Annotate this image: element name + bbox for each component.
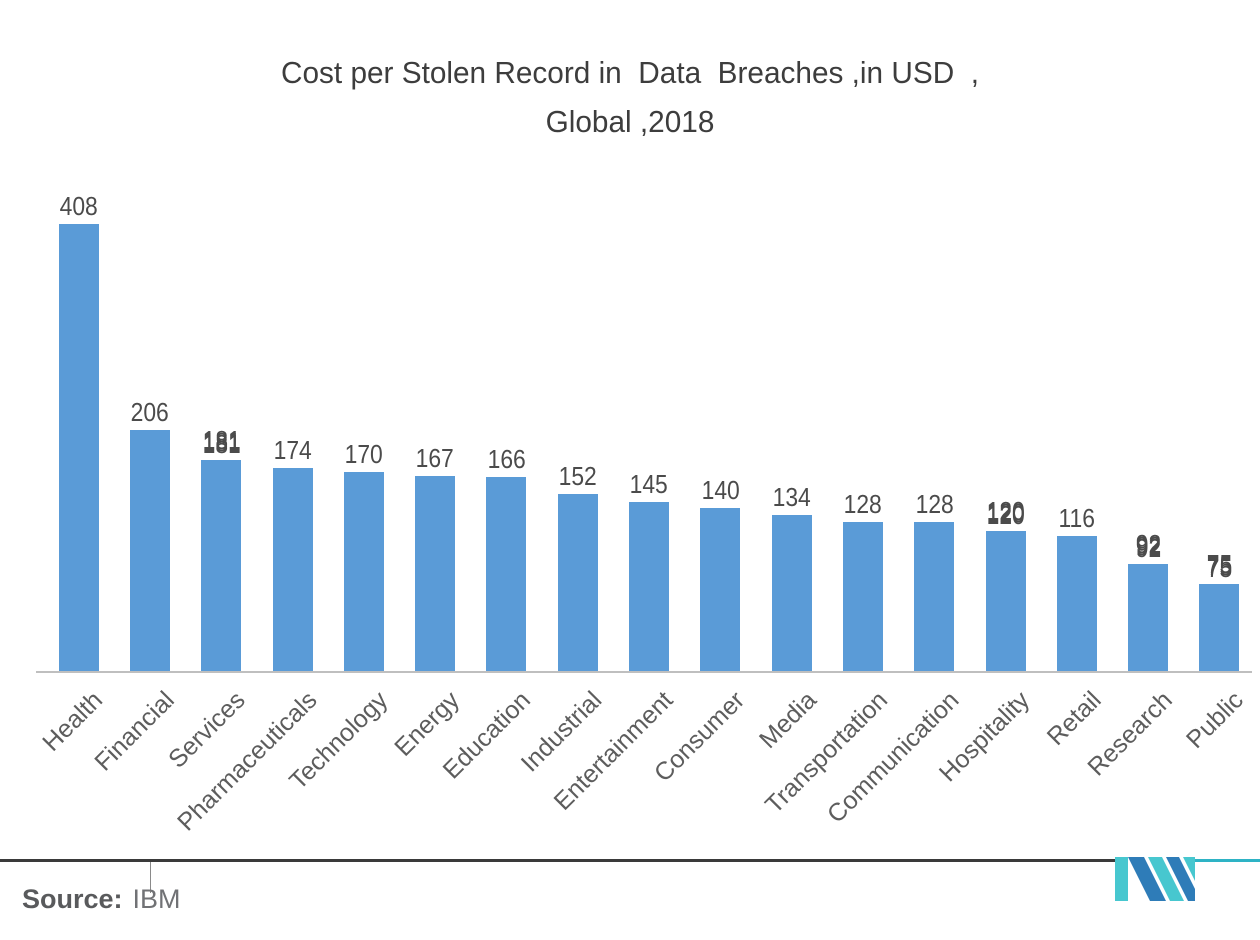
bar: [1199, 584, 1240, 672]
bar-value-label: 145: [629, 469, 669, 499]
bar-column: 140 Consumer: [649, 192, 756, 787]
category-label: Transportation: [759, 686, 893, 820]
bar-value-label: 206: [130, 397, 170, 427]
bar: [700, 508, 741, 672]
bar: [842, 522, 883, 672]
bar-column: 166 Education: [438, 192, 542, 784]
bar-value-label: 170: [344, 439, 383, 469]
bar: [985, 531, 1026, 672]
bar-column: 145 Entertainment: [549, 192, 684, 816]
source-label: Source:: [22, 884, 123, 914]
bar: [415, 476, 456, 672]
bar-value-label: 166: [487, 444, 526, 474]
bar-value-label: 181: [202, 427, 241, 457]
bar-value-label: 116: [1058, 503, 1096, 533]
bar-value-label: 140: [701, 475, 740, 505]
bar-chart-plot-area: 408 Health 206 Financial 181 Services 174 Pharm…: [38, 191, 1255, 836]
bar-value-label: 92: [1135, 531, 1161, 561]
bar: [771, 515, 812, 672]
bar-column: 120 Hospitality: [934, 192, 1041, 787]
bar: [129, 430, 170, 672]
bar-column: 167 Energy: [389, 192, 470, 762]
chart-title-line-2: Global ,2018: [545, 104, 715, 139]
bar-column: 134 Media: [753, 192, 827, 754]
bar-value-label: 134: [772, 482, 811, 512]
bar-column: 174 Pharmaceuticals: [172, 192, 328, 836]
bar-column: 181 Services: [163, 192, 257, 774]
bar: [486, 477, 527, 672]
bar-column: 206 Financial: [89, 192, 185, 777]
x-axis-line: [36, 671, 1252, 673]
bar: [1056, 536, 1097, 672]
bar-value-label: 408: [59, 191, 98, 221]
bar-column: 75 Public: [1181, 192, 1255, 754]
bar: [343, 472, 384, 672]
bar-column: 152 Industrial: [516, 192, 613, 778]
bar: [272, 468, 313, 672]
bar-column: 116 Retail: [1041, 192, 1112, 751]
footer-separator-teal: [1193, 859, 1260, 862]
bar-column: 128 Communication: [821, 192, 970, 829]
bar-value-label: 128: [915, 489, 954, 519]
category-label: Retail: [1041, 686, 1107, 751]
bar: [201, 460, 242, 672]
bar-value-label: 128: [843, 489, 883, 519]
bar-column: 92 Research: [1082, 192, 1183, 781]
bar-column: 128 Transportation: [760, 192, 898, 819]
bar-value-label: 75: [1206, 551, 1233, 581]
mordor-intelligence-logo-icon: [1115, 857, 1195, 901]
category-label: Public: [1181, 686, 1250, 754]
bar: [58, 224, 99, 672]
bar-value-label: 152: [558, 461, 597, 491]
axis-tick: [150, 860, 151, 893]
source-value: IBM: [132, 884, 181, 914]
footer-separator-dark: [0, 859, 1117, 862]
bar-value-label: 174: [273, 435, 312, 465]
source-attribution: Source: IBM: [22, 884, 181, 915]
chart-title-line-1: Cost per Stolen Record in Data Breaches …: [280, 55, 980, 90]
bar: [1128, 564, 1169, 672]
bar-value-label: 167: [416, 443, 455, 473]
bar-value-label: 120: [986, 498, 1025, 528]
bar: [629, 502, 670, 672]
bar: [914, 522, 955, 672]
bar-column: 170 Technology: [284, 192, 399, 795]
category-label: Media: [753, 686, 822, 754]
bar: [557, 494, 598, 672]
bar-column: 408 Health: [38, 191, 114, 757]
